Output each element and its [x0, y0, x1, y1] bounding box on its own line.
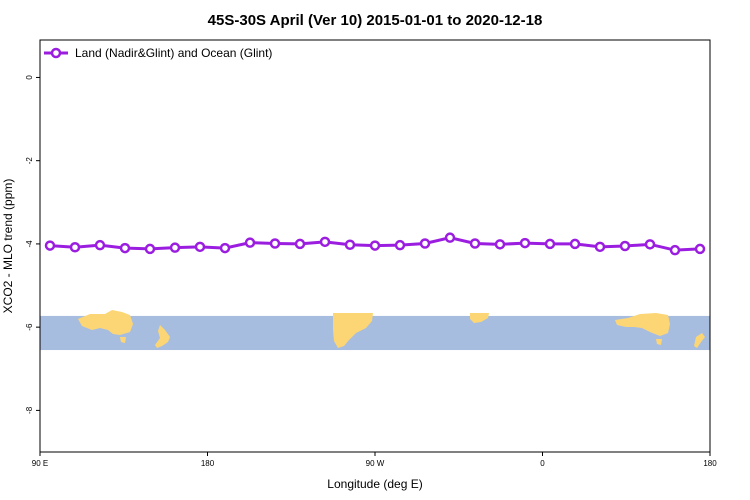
data-point [269, 238, 281, 249]
x-tick-label: 90 W [366, 459, 385, 468]
data-point [344, 239, 356, 251]
data-point [644, 239, 656, 250]
data-point [519, 237, 531, 249]
x-axis: 90 E 180 90 W 0 180 [32, 452, 717, 468]
x-tick-label: 180 [201, 459, 215, 468]
y-tick-label: -4 [25, 240, 34, 248]
x-tick-label: 180 [703, 459, 717, 468]
y-tick-label: 0 [25, 75, 34, 80]
data-point [244, 237, 256, 248]
map-strip [40, 310, 710, 351]
x-tick-label: 0 [540, 459, 545, 468]
land-shape [470, 313, 489, 323]
y-tick-label: -8 [25, 406, 34, 414]
y-axis-label: XCO2 - MLO trend (ppm) [1, 179, 15, 314]
data-point [444, 232, 456, 243]
data-point [494, 239, 506, 250]
series-layer [44, 232, 706, 256]
y-tick-label: -2 [25, 157, 34, 165]
data-point [594, 241, 606, 253]
land-shape [656, 339, 662, 345]
data-point [44, 240, 56, 251]
data-point [394, 239, 406, 251]
ocean-band [40, 315, 710, 351]
land-shape [333, 313, 373, 348]
data-point [469, 238, 481, 249]
data-point [694, 243, 706, 255]
chart-title: 45S-30S April (Ver 10) 2015-01-01 to 202… [208, 12, 543, 29]
y-axis: 0 -2 -4 -6 -8 [25, 75, 40, 414]
data-point [619, 240, 631, 252]
data-point [194, 241, 206, 253]
data-point [544, 238, 556, 250]
data-point [369, 240, 381, 251]
legend-entry: Land (Nadir&Glint) and Ocean (Glint) [75, 46, 272, 60]
data-point [119, 242, 131, 254]
legend-marker [50, 47, 62, 59]
data-point [569, 238, 581, 250]
legend: Land (Nadir&Glint) and Ocean (Glint) [44, 46, 272, 60]
data-point [294, 238, 306, 250]
land-shape [120, 337, 126, 343]
data-point [94, 239, 106, 251]
land-shape [78, 310, 133, 335]
y-tick-label: -6 [25, 323, 34, 331]
data-point [169, 242, 181, 253]
data-point [69, 241, 81, 253]
data-point [219, 242, 231, 254]
land-shape [155, 325, 170, 348]
data-point [669, 244, 681, 256]
x-axis-label: Longitude (deg E) [327, 477, 422, 491]
data-point [144, 243, 156, 255]
data-point [419, 238, 431, 249]
data-point [319, 236, 331, 248]
x-tick-label: 90 E [32, 459, 48, 468]
land-shape [694, 333, 705, 348]
land-shape [615, 313, 670, 336]
